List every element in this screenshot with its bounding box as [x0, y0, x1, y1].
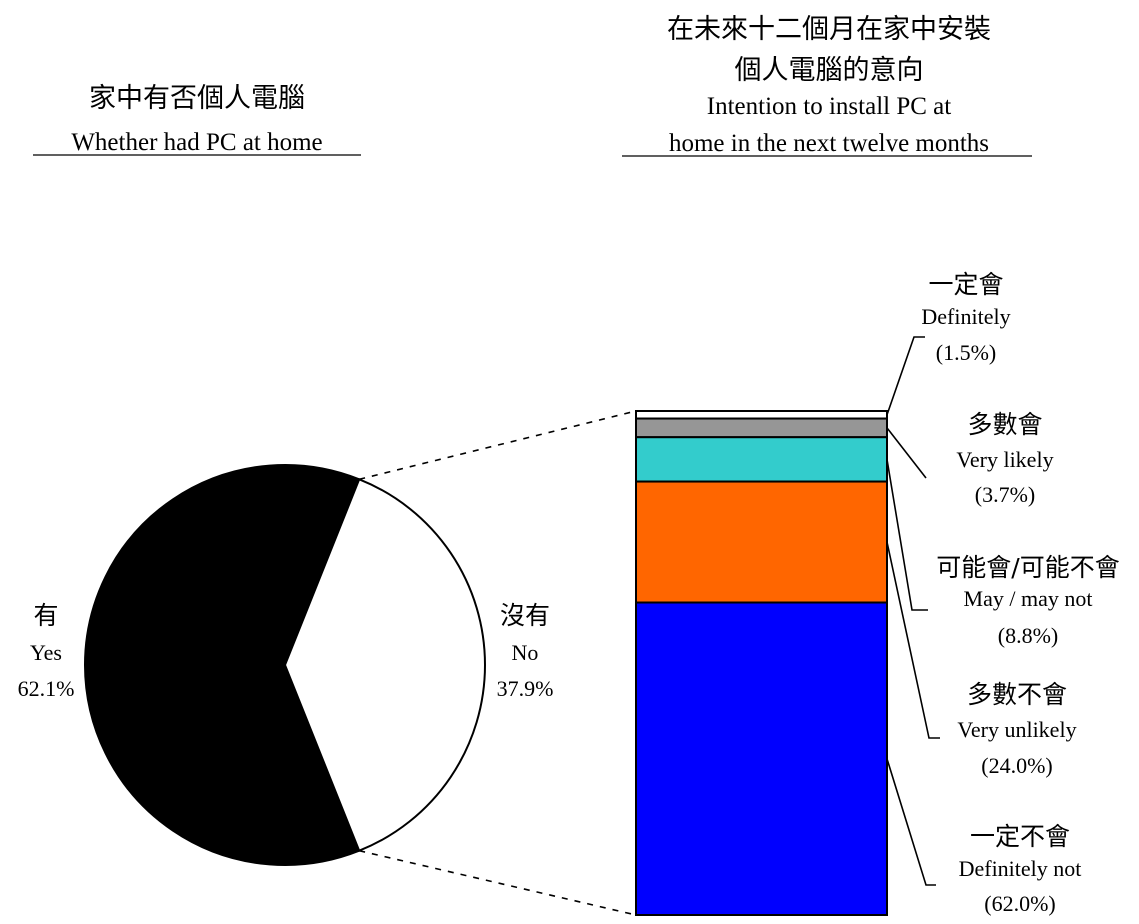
bar-label-very-unlikely-pct: (24.0%) [981, 753, 1052, 778]
bar-label-very-unlikely-en: Very unlikely [957, 717, 1076, 742]
bar-title-en-line-1: Intention to install PC at [707, 93, 951, 120]
bar-label-very-likely-zh: 多數會 [967, 410, 1042, 439]
bar-label-definitely-en: Definitely [921, 304, 1010, 329]
pie-label-no-pct: 37.9% [497, 676, 554, 701]
bar-label-may-may-not-pct: (8.8%) [998, 623, 1058, 648]
leader-line-may-may-not [886, 459, 928, 611]
bar-label-definitely-not-pct: (62.0%) [984, 891, 1055, 916]
bar-title-en-line-2: home in the next twelve months [669, 130, 989, 157]
pie-label-yes-zh: 有 [33, 601, 58, 630]
pie-slice-no [283, 477, 486, 853]
bar-segment-definitely-not [635, 601, 888, 917]
leader-line-definitely-not [886, 758, 936, 886]
bar-label-definitely-not-en: Definitely not [959, 856, 1082, 881]
leader-line-definitely [886, 336, 925, 416]
bar-segment-very-likely [635, 417, 888, 439]
pie-title-en: Whether had PC at home [71, 129, 322, 156]
bar-label-may-may-not-zh: 可能會/可能不會 [936, 553, 1119, 582]
connector-line-bottom [359, 849, 637, 916]
pie-title-zh: 家中有否個人電腦 [89, 83, 305, 114]
pie-label-no-en: No [512, 640, 539, 665]
pie-label-no-zh: 沒有 [500, 601, 550, 630]
pie-label-yes-en: Yes [30, 640, 62, 665]
bar-label-may-may-not-en: May / may not [964, 586, 1093, 611]
bar-segment-very-unlikely [635, 480, 888, 604]
bar-label-definitely-zh: 一定會 [928, 270, 1003, 299]
bar-label-very-likely-en: Very likely [956, 447, 1053, 472]
connector-line-top [359, 410, 637, 481]
bar-label-very-likely-pct: (3.7%) [975, 482, 1035, 507]
bar-title-zh-line-2: 個人電腦的意向 [735, 55, 924, 86]
bar-label-definitely-pct: (1.5%) [936, 340, 996, 365]
bar-segment-definitely [635, 410, 888, 420]
bar-label-very-unlikely-zh: 多數不會 [967, 680, 1067, 709]
bar-label-definitely-not-zh: 一定不會 [970, 822, 1070, 851]
pie-slice-yes [84, 464, 361, 866]
bar-segment-may-may-not [635, 436, 888, 483]
leader-line-very-likely [886, 427, 927, 479]
pie-label-yes-pct: 62.1% [18, 676, 75, 701]
leader-line-very-unlikely [886, 541, 940, 739]
bar-title-zh-line-1: 在未來十二個月在家中安裝 [667, 14, 991, 45]
